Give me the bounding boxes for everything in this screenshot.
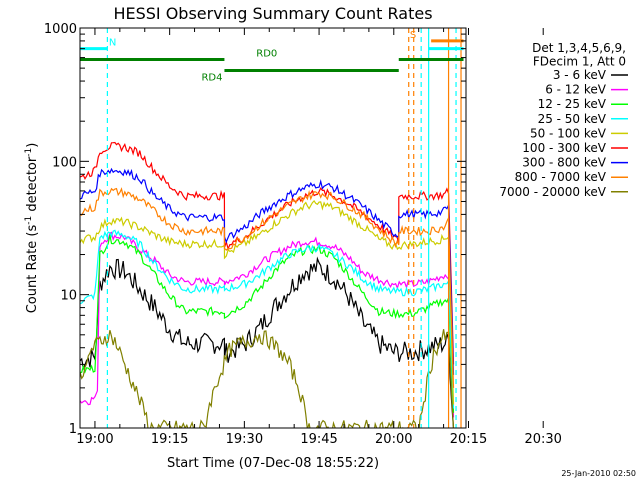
legend-item-label-5: 50 - 100 keV <box>530 126 607 140</box>
y-axis-label: Count Rate (s-1 detector-1) <box>24 143 40 314</box>
y-tick-label-2: 10 <box>60 289 77 304</box>
legend-item-label-2: 6 - 12 keV <box>545 83 607 97</box>
legend-item-label-1: 3 - 6 keV <box>553 68 607 82</box>
footer-date: 25-Jan-2010 02:50 <box>561 469 636 478</box>
x-tick-label-3: 19:30 <box>226 432 263 447</box>
legend-item-label-9: 7000 - 20000 keV <box>499 185 606 199</box>
x-tick-label-6: 20:15 <box>450 432 487 447</box>
flag-label-s: S <box>410 30 416 41</box>
plot-frame <box>79 27 467 429</box>
series-line-8 <box>80 187 455 388</box>
y-tick-label-1: 1 <box>69 422 77 437</box>
x-tick-label-1: 19:00 <box>76 432 113 447</box>
legend-header-1: Det 1,3,4,5,6,9, <box>532 41 626 55</box>
legend-item-label-6: 100 - 300 keV <box>522 141 606 155</box>
legend-item-label-7: 300 - 800 keV <box>522 156 606 170</box>
legend-item-label-8: 800 - 7000 keV <box>515 170 607 184</box>
x-axis-label: Start Time (07-Dec-08 18:55:22) <box>167 456 379 471</box>
x-tick-label-5: 20:00 <box>375 432 412 447</box>
chart-title: HESSI Observing Summary Count Rates <box>113 4 432 23</box>
x-tick-label-2: 19:15 <box>151 432 188 447</box>
series-line-1 <box>80 256 455 428</box>
legend-item-label-3: 12 - 25 keV <box>538 97 607 111</box>
flag-label-rd0: RD0 <box>256 49 277 60</box>
series-line-4 <box>80 229 455 409</box>
series-line-3 <box>80 235 455 413</box>
flag-label-n: N <box>109 38 116 49</box>
x-tick-label-4: 19:45 <box>300 432 337 447</box>
series-line-9 <box>80 329 455 428</box>
legend-item-label-4: 25 - 50 keV <box>538 112 607 126</box>
y-tick-label-3: 100 <box>52 155 77 170</box>
series-line-7 <box>80 167 455 375</box>
flag-label-rd4: RD4 <box>201 73 222 84</box>
y-tick-label-4: 1000 <box>44 22 77 37</box>
series-line-5 <box>80 199 455 405</box>
legend-header-2: FDecim 1, Att 0 <box>533 55 626 69</box>
x-tick-label-7: 20:30 <box>524 432 561 447</box>
legend: Det 1,3,4,5,6,9,FDecim 1, Att 03 - 6 keV… <box>499 41 628 199</box>
